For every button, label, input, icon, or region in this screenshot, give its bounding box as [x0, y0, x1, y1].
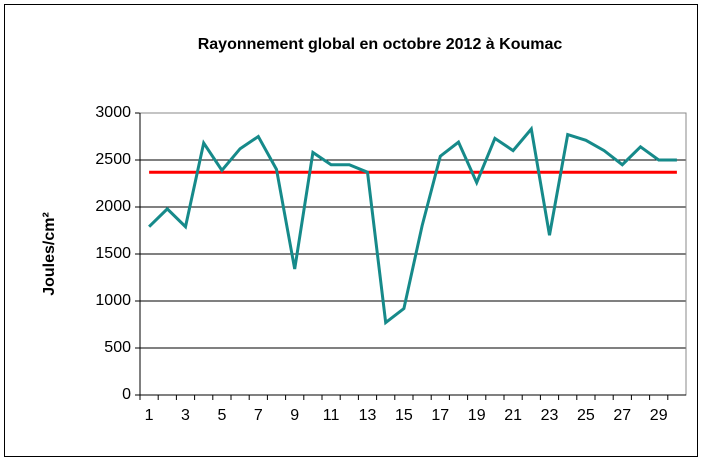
x-tick-label: 29 [650, 407, 668, 424]
x-tick-label: 5 [217, 407, 226, 424]
x-tick-label: 19 [468, 407, 486, 424]
x-tick-label: 13 [359, 407, 377, 424]
y-axis-label: Joules/cm² [41, 212, 58, 296]
x-tick-label: 23 [541, 407, 559, 424]
y-tick-label: 500 [104, 339, 131, 356]
y-tick-label: 2000 [95, 198, 131, 215]
y-tick-label: 1000 [95, 292, 131, 309]
y-tick-label: 0 [122, 386, 131, 403]
x-tick-label: 11 [323, 407, 340, 424]
y-tick-label: 2500 [95, 151, 131, 168]
chart-frame [4, 4, 698, 457]
x-tick-label: 3 [181, 407, 190, 424]
x-tick-label: 15 [395, 407, 413, 424]
x-tick-label: 7 [254, 407, 263, 424]
x-tick-label: 1 [145, 407, 154, 424]
x-tick-label: 25 [577, 407, 595, 424]
y-tick-label: 1500 [95, 245, 131, 262]
x-tick-label: 9 [290, 407, 299, 424]
data-line [148, 125, 677, 326]
x-tick-label: 17 [431, 407, 449, 424]
chart-title: Rayonnement global en octobre 2012 à Kou… [198, 36, 563, 53]
x-tick-label: 27 [613, 407, 631, 424]
x-tick-label: 21 [504, 407, 522, 424]
y-tick-label: 3000 [95, 104, 131, 121]
